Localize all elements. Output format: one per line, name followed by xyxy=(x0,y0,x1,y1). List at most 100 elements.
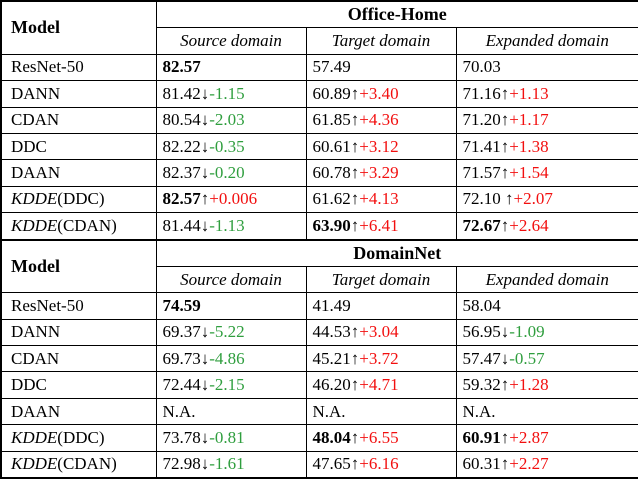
delta-value: +1.13 xyxy=(509,83,549,103)
trend-arrow-icon: ↑ xyxy=(500,110,510,130)
model-name-italic: KDDE xyxy=(11,189,58,209)
metric-cell: 60.61↑+3.12 xyxy=(305,132,457,161)
table-row: DANN 69.37↓-5.22 44.53↑+3.04 56.95↓-1.09 xyxy=(0,318,638,347)
subheader-row: Source domain Target domain Expanded dom… xyxy=(1,27,638,55)
metric-cell: 60.78↑+3.29 xyxy=(305,159,457,187)
model-name-italic: KDDE xyxy=(11,215,58,235)
model-name-italic: KDDE xyxy=(11,427,58,447)
metric-cell: 60.91↑+2.87 xyxy=(455,424,638,452)
model-name: DANN xyxy=(11,322,61,342)
metric-value: 71.20 xyxy=(462,110,501,130)
metric-value: N.A. xyxy=(312,401,346,421)
metric-value: 45.21 xyxy=(312,348,351,368)
metric-value: 71.57 xyxy=(462,163,501,183)
delta-value: +1.38 xyxy=(509,136,549,156)
metric-cell: 71.20↑+1.17 xyxy=(455,106,638,134)
metric-cell: N.A. xyxy=(155,397,307,426)
model-name: DAAN xyxy=(11,163,61,183)
model-name: DDC xyxy=(11,136,47,156)
delta-value: +1.28 xyxy=(509,375,549,395)
delta-value: -0.35 xyxy=(209,136,245,156)
delta-value: -2.15 xyxy=(209,375,245,395)
column-header-model: Model xyxy=(0,238,157,294)
metric-cell: 44.53↑+3.04 xyxy=(305,318,457,347)
metric-value: 71.16 xyxy=(462,83,501,103)
delta-value: -1.13 xyxy=(209,215,245,235)
metric-value: 73.78 xyxy=(162,427,201,447)
delta-value: -1.09 xyxy=(509,322,545,342)
column-header-expanded-domain: Expanded domain xyxy=(455,265,638,294)
delta-value: +0.006 xyxy=(209,189,258,209)
delta-value: +1.54 xyxy=(509,163,549,183)
delta-value: -4.86 xyxy=(209,348,245,368)
metric-value: 72.98 xyxy=(162,454,201,474)
model-name: (CDAN) xyxy=(57,454,117,474)
metric-value: 70.03 xyxy=(462,57,501,77)
results-table: Model Office-Home Source domain Target d… xyxy=(0,0,638,480)
trend-arrow-icon: ↓ xyxy=(200,427,210,447)
column-header-target-domain: Target domain xyxy=(305,265,457,294)
trend-arrow-icon: ↑ xyxy=(350,322,360,342)
column-header-expanded-domain: Expanded domain xyxy=(455,27,638,55)
table-row: ResNet-50 82.57 57.49 70.03 xyxy=(0,53,638,82)
metric-cell: 69.37↓-5.22 xyxy=(155,318,307,347)
model-name: CDAN xyxy=(11,110,60,130)
metric-value: 41.49 xyxy=(312,295,351,315)
metric-value: 58.04 xyxy=(462,295,501,315)
delta-value: +3.72 xyxy=(359,348,399,368)
column-header-target-domain: Target domain xyxy=(305,27,457,55)
trend-arrow-icon: ↓ xyxy=(200,454,210,474)
model-name: DANN xyxy=(11,83,61,103)
metric-cell: 82.57↑+0.006 xyxy=(155,185,307,214)
metric-cell: 48.04↑+6.55 xyxy=(305,424,457,452)
table-row: DDC 82.22↓-0.35 60.61↑+3.12 71.41↑+1.38 xyxy=(0,132,638,161)
metric-cell: 69.73↓-4.86 xyxy=(155,345,307,373)
metric-cell: 57.49 xyxy=(305,53,457,82)
metric-value: 74.59 xyxy=(162,295,201,315)
trend-arrow-icon: ↑ xyxy=(350,189,360,209)
trend-arrow-icon: ↓ xyxy=(200,110,210,130)
metric-value: 57.49 xyxy=(312,57,351,77)
trend-arrow-icon: ↑ xyxy=(350,110,360,130)
model-cell: KDDE(CDAN) xyxy=(0,212,157,241)
trend-arrow-icon: ↓ xyxy=(200,136,210,156)
metric-cell: 47.65↑+6.16 xyxy=(305,450,457,479)
delta-value: +3.04 xyxy=(359,322,399,342)
table-row: DANN 81.42↓-1.15 60.89↑+3.40 71.16 ↑ +1.13 xyxy=(0,80,638,108)
table-row: KDDE(CDAN) 81.44↓-1.13 63.90↑+6.41 72.67… xyxy=(0,212,638,241)
trend-arrow-icon: ↓ xyxy=(500,322,510,342)
trend-arrow-icon: ↑ xyxy=(350,427,360,447)
model-name-italic: KDDE xyxy=(11,454,58,474)
metric-cell: 73.78↓-0.81 xyxy=(155,424,307,452)
table-row: DDC 72.44↓-2.15 46.20↑+4.71 59.32↑+1.28 xyxy=(0,371,638,399)
delta-value: +3.40 xyxy=(359,83,399,103)
delta-value: -0.20 xyxy=(209,163,245,183)
model-cell: KDDE(DDC) xyxy=(0,185,157,214)
table-row: DAAN 82.37↓-0.20 60.78↑+3.29 71.57↑+1.54 xyxy=(0,159,638,187)
model-cell: DDC xyxy=(0,371,157,399)
metric-cell: 60.89↑+3.40 xyxy=(305,80,457,108)
model-name: DAAN xyxy=(11,401,61,421)
model-cell: DANN xyxy=(0,318,157,347)
metric-value: 72.67 xyxy=(462,215,501,235)
model-name: (DDC) xyxy=(57,189,105,209)
metric-cell: 61.85↑+4.36 xyxy=(305,106,457,134)
trend-arrow-icon: ↓ xyxy=(200,375,210,395)
metric-cell: 58.04 xyxy=(455,292,638,320)
metric-value: 60.31 xyxy=(462,454,501,474)
metric-value: 81.42 xyxy=(162,83,201,103)
table-row: KDDE(DDC) 73.78↓-0.81 48.04↑+6.55 60.91↑… xyxy=(0,424,638,452)
trend-arrow-icon: ↑ xyxy=(350,375,360,395)
delta-value: +1.17 xyxy=(509,110,549,130)
column-header-source-domain: Source domain xyxy=(155,27,307,55)
metric-cell: 81.44↓-1.13 xyxy=(155,212,307,241)
metric-value: 80.54 xyxy=(162,110,201,130)
trend-arrow-icon: ↑ xyxy=(350,83,360,103)
delta-value: +6.41 xyxy=(359,215,399,235)
metric-cell: 81.42↓-1.15 xyxy=(155,80,307,108)
metric-value: 82.57 xyxy=(162,57,201,77)
column-header-source-domain: Source domain xyxy=(155,265,307,294)
model-name: ResNet-50 xyxy=(11,295,84,315)
metric-cell: N.A. xyxy=(305,397,457,426)
trend-arrow-icon: ↑ xyxy=(500,136,510,156)
